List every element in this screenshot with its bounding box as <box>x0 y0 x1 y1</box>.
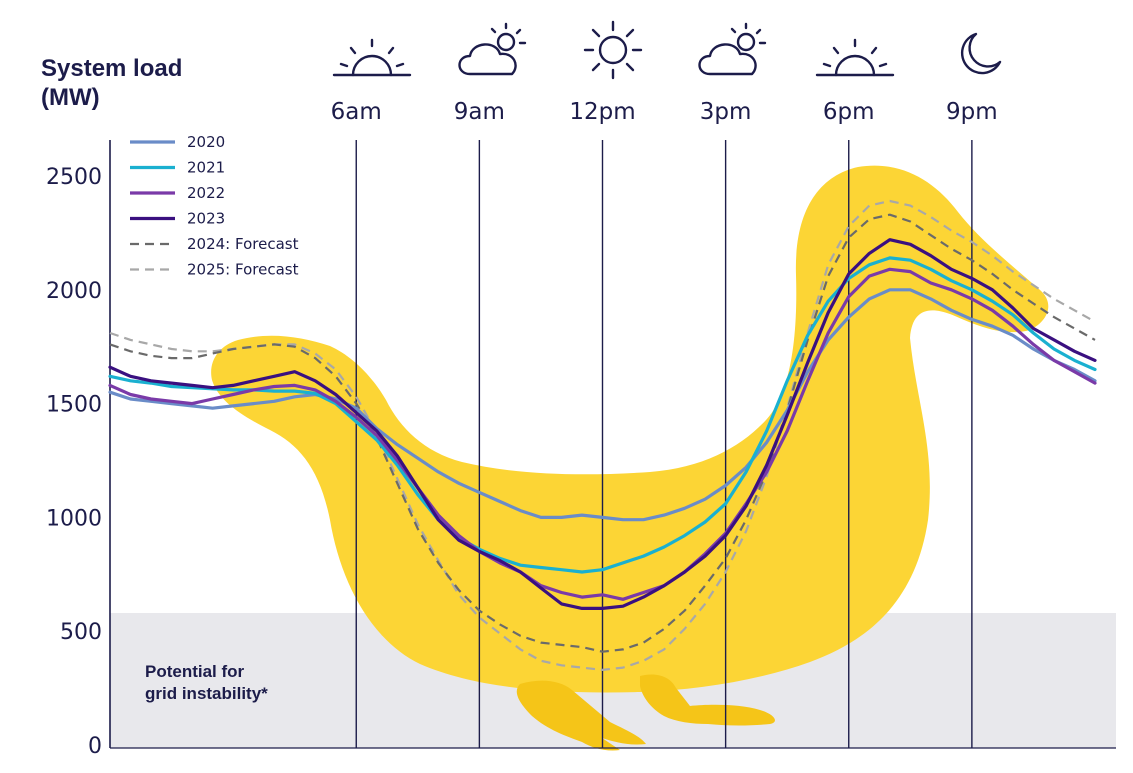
series-line-2022 <box>108 267 1097 601</box>
partly-cloudy-icon <box>458 22 527 76</box>
sunset-icon <box>815 38 895 77</box>
time-labels: 6am 9am 12pm 3pm 6pm 9pm <box>331 99 998 125</box>
time-label-6pm: 6pm <box>823 99 875 125</box>
y-axis-label-line-2: (MW) <box>41 84 100 111</box>
duck-body <box>211 165 1049 693</box>
legend-label-2025-forecast: 2025: Forecast <box>187 261 299 279</box>
series-line-2020 <box>108 288 1097 522</box>
sun-icon <box>583 20 643 80</box>
instability-zone-label-line-1: Potential for <box>145 662 245 681</box>
y-tick-1500: 1500 <box>46 393 102 418</box>
y-axis-ticks: 0 500 1000 1500 2000 2500 <box>46 165 102 759</box>
series-line-2023 <box>108 238 1097 610</box>
time-label-9am: 9am <box>454 99 505 125</box>
moon-icon <box>960 32 1002 75</box>
series-line-2024-forecast <box>109 213 1096 653</box>
duck-illustration <box>211 165 1049 751</box>
time-label-3pm: 3pm <box>700 99 752 125</box>
instability-zone-label-line-2: grid instability* <box>145 684 268 703</box>
sunrise-icon <box>332 38 412 77</box>
legend: 2020 2021 2022 2023 2024: Forecast 2025: Fore… <box>130 133 299 279</box>
y-tick-500: 500 <box>60 620 102 645</box>
partly-cloudy-icon <box>698 22 767 76</box>
legend-label-2024-forecast: 2024: Forecast <box>187 235 299 253</box>
y-axis-label-line-1: System load <box>41 55 182 82</box>
time-label-12pm: 12pm <box>569 99 635 125</box>
legend-label-2021: 2021 <box>187 159 225 177</box>
legend-label-2022: 2022 <box>187 184 225 202</box>
duck-left-foot <box>516 680 646 751</box>
series-line-2021 <box>108 256 1097 574</box>
series-lines <box>108 199 1097 671</box>
duck-right-foot <box>640 674 775 726</box>
legend-label-2023: 2023 <box>187 210 225 228</box>
y-tick-2000: 2000 <box>46 279 102 304</box>
y-tick-0: 0 <box>88 734 102 759</box>
y-tick-1000: 1000 <box>46 506 102 531</box>
legend-label-2020: 2020 <box>187 133 225 151</box>
time-label-6am: 6am <box>331 99 382 125</box>
y-tick-2500: 2500 <box>46 165 102 190</box>
time-label-9pm: 9pm <box>946 99 998 125</box>
